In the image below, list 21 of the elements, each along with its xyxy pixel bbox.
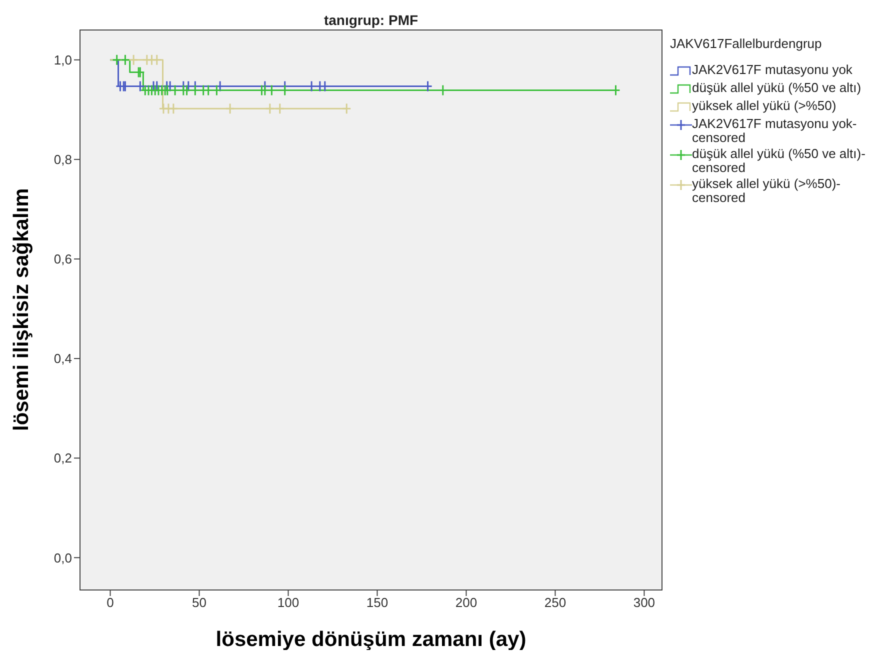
x-tick-label: 100 [277, 595, 300, 610]
x-tick-label: 50 [192, 595, 206, 610]
legend-label: yüksek allel yükü (>%50) [692, 98, 836, 113]
legend-label: düşük allel yükü (%50 ve altı) [692, 80, 862, 95]
chart-title: tanıgrup: PMF [322, 12, 420, 28]
y-tick-label: 1,0 [54, 52, 72, 68]
y-tick-label: 0,4 [54, 351, 72, 366]
y-axis-title: lösemi ilişkisiz sağkalım [10, 188, 34, 434]
x-tick-label: 250 [544, 595, 566, 610]
y-tick-label: 0,8 [54, 152, 72, 168]
y-tick-label: 0,2 [54, 450, 72, 466]
legend-label: JAK2V617F mutasyonu yok [692, 62, 852, 77]
y-tick-label: 0,0 [54, 550, 72, 566]
x-axis-title: lösemiye dönüşüm zamanı (ay) [216, 628, 526, 651]
x-tick-label: 300 [633, 595, 656, 610]
y-tick-label: 0,6 [54, 252, 72, 267]
legend-label: yüksek allel yükü (>%50)-censored [692, 176, 842, 205]
x-tick-label: 0 [106, 595, 114, 610]
x-tick-label: 200 [455, 595, 478, 610]
x-tick-label: 150 [366, 595, 388, 610]
legend-title: JAKV617Fallelburdengrup [670, 36, 823, 51]
